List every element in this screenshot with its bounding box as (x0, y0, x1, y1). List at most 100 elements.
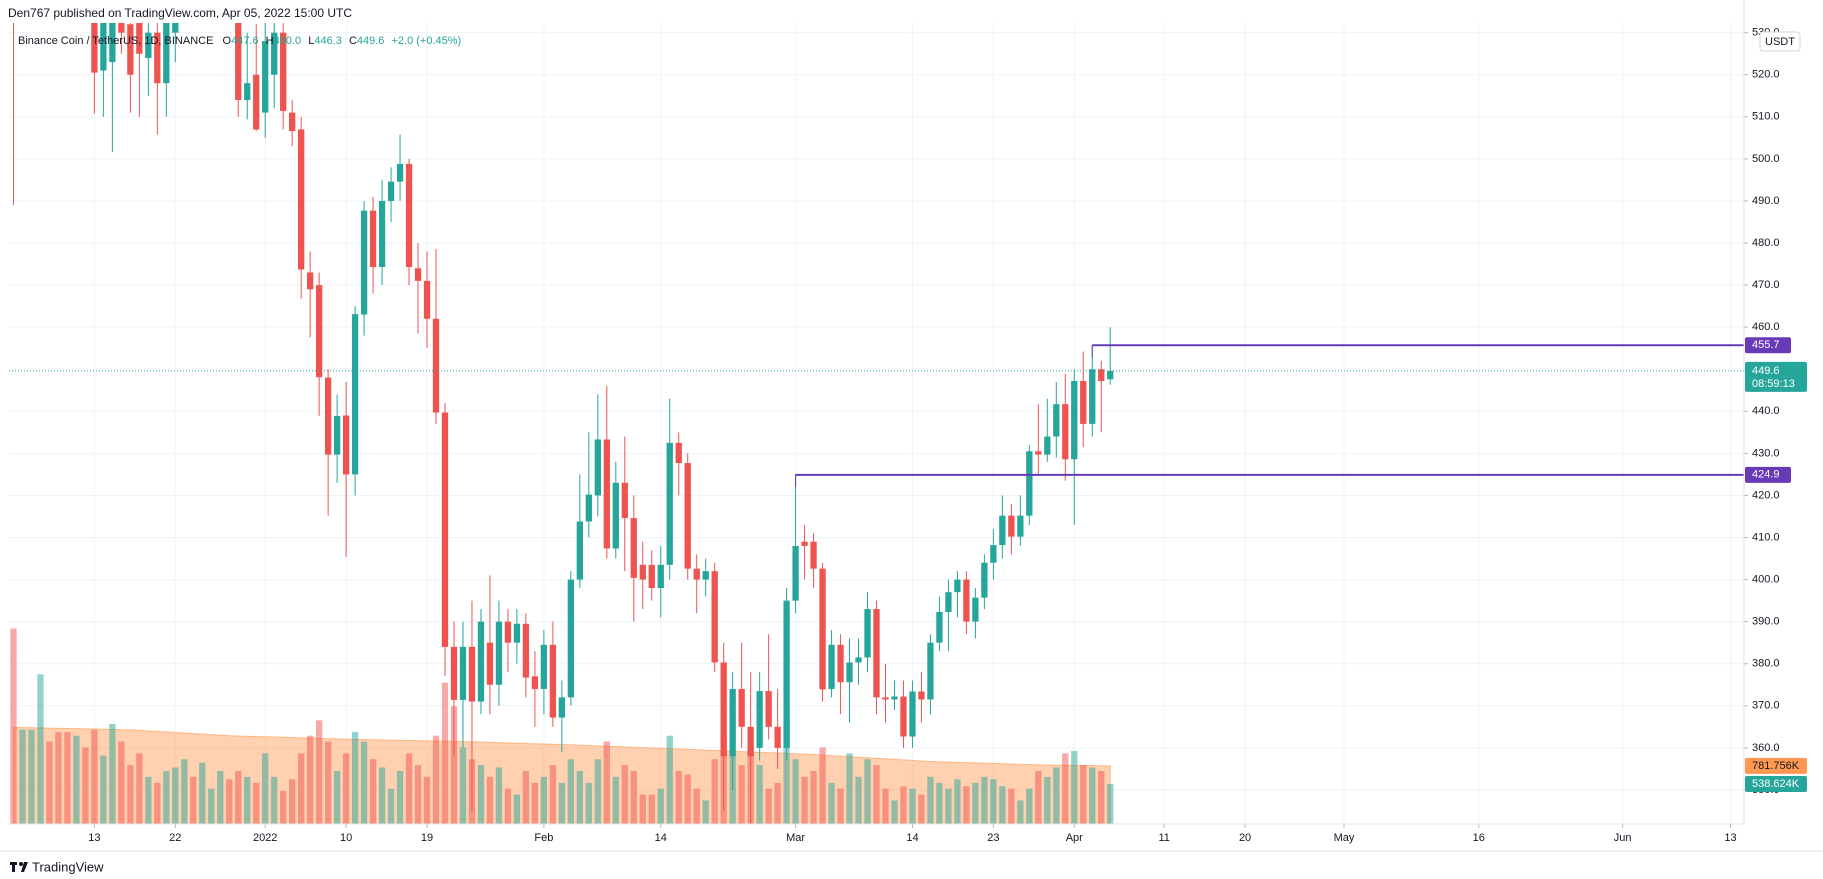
y-tick-label: 460.0 (1752, 321, 1780, 333)
candle-body (513, 623, 521, 643)
volume-bar (423, 776, 431, 824)
legend-value: 460.0 (274, 35, 302, 47)
volume-bar (954, 779, 961, 824)
volume-bar (1098, 770, 1105, 824)
candle-body (810, 541, 817, 569)
candle-body (972, 597, 979, 622)
legend-value: 446.3 (314, 35, 342, 47)
candle-body (738, 688, 745, 727)
candle-body (136, 23, 143, 54)
candle-body (271, 32, 278, 75)
volume-bar (109, 723, 116, 824)
candle-body (387, 181, 395, 201)
volume-bar (702, 800, 709, 824)
candle-body (585, 494, 592, 522)
y-tick-label: 440.0 (1752, 405, 1780, 417)
volume-bar (73, 735, 80, 824)
volume-bar (531, 782, 539, 824)
volume-bar (253, 782, 260, 824)
volume-bar (621, 765, 628, 824)
candle-body (360, 210, 368, 315)
volume-bar (837, 788, 844, 824)
candle-body (441, 412, 449, 647)
volume-bar (145, 776, 152, 824)
candle-body (711, 571, 718, 663)
volume-bar (226, 779, 233, 824)
candle-body (765, 691, 772, 727)
volume-bar (990, 779, 997, 824)
legend-value: 447.6 (231, 35, 259, 47)
price-label-bg (1745, 361, 1807, 392)
x-tick-label: 23 (987, 832, 999, 844)
candle-body (774, 726, 781, 748)
candle-body (405, 163, 413, 268)
volume-bar (738, 765, 745, 824)
volume-bar (1053, 767, 1060, 824)
candle-body (289, 112, 296, 132)
candle-body (280, 32, 287, 111)
candle-body (1071, 381, 1078, 460)
currency-badge[interactable] (1759, 31, 1801, 52)
volume-bar (82, 747, 89, 824)
x-tick-label: 14 (655, 832, 667, 844)
candle-body (468, 646, 476, 702)
candle-body (756, 691, 763, 748)
footer-brand: TradingView (32, 859, 104, 874)
candle-body (315, 285, 323, 378)
x-tick-label: 2022 (253, 832, 277, 844)
candle-body (963, 579, 970, 622)
volume-bar (127, 765, 134, 824)
candle-body (1089, 369, 1096, 424)
volume-bar (396, 770, 404, 824)
candle-body (369, 210, 377, 268)
candle-body (621, 482, 628, 519)
candle-body (576, 521, 583, 580)
volume-bar (1044, 776, 1051, 824)
volume-bar (522, 770, 530, 824)
candle-body (882, 697, 889, 700)
volume-bar (603, 741, 610, 824)
volume-bar (666, 735, 673, 824)
candle-body (612, 482, 619, 549)
candle-body (639, 564, 646, 580)
volume-bar (792, 759, 799, 824)
candle-body (729, 688, 736, 757)
legend-key: L (308, 35, 314, 47)
volume-bar (55, 732, 62, 824)
candle-body (594, 439, 601, 496)
candle-body (801, 541, 808, 546)
candle-body (477, 621, 485, 702)
volume-bar (873, 765, 880, 824)
volume-bar (154, 782, 161, 824)
candle-body (783, 600, 790, 748)
y-tick-label: 400.0 (1752, 573, 1780, 585)
volume-bar (477, 765, 485, 824)
candle-body (1044, 436, 1051, 455)
volume-bar (513, 794, 521, 824)
volume-bar (855, 776, 862, 824)
volume-bar (262, 753, 269, 824)
candle-body (504, 621, 512, 643)
volume-bar (918, 794, 925, 824)
candle-body (954, 579, 961, 593)
volume-bar (810, 770, 817, 824)
candle-body (702, 571, 709, 580)
volume-bar (46, 741, 53, 824)
candle-body (307, 272, 314, 290)
volume-bar (783, 717, 790, 824)
volume-bar (190, 776, 197, 824)
candle-body (828, 644, 835, 689)
candle-body (378, 200, 386, 268)
candle-body (423, 280, 431, 319)
volume-bar (378, 767, 386, 824)
y-tick-label: 470.0 (1752, 279, 1780, 291)
y-tick-label: 520.0 (1752, 69, 1780, 81)
volume-bar (271, 776, 278, 824)
volume-bar (91, 729, 98, 824)
volume-bar (1089, 767, 1096, 824)
volume-bar (450, 706, 458, 824)
volume-bar (882, 788, 889, 824)
volume-bar (28, 729, 35, 824)
y-tick-label: 410.0 (1752, 531, 1780, 543)
countdown: 08:59:13 (1752, 378, 1795, 390)
